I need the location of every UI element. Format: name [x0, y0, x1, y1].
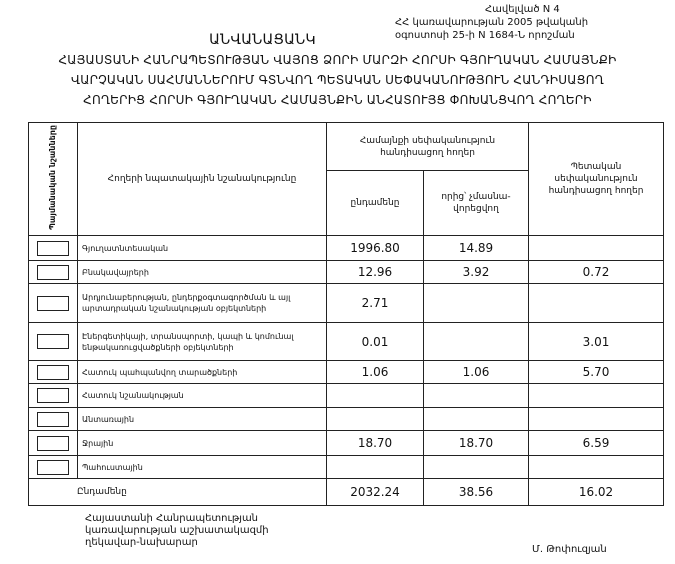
header-state: Պետական սեփականություն հանդիսացող հողեր	[528, 122, 664, 236]
summary-total: 2032.24	[326, 478, 424, 506]
annex-note: Հավելված N 4 ՀՀ կառավարության 2005 թվակա…	[395, 3, 665, 42]
row-label: Ջրային	[77, 430, 327, 456]
cell-total	[326, 455, 424, 479]
cell-non-privatized: 14.89	[423, 235, 529, 261]
summary-state: 16.02	[528, 478, 664, 506]
table-row: Էներգետիկայի, տրանսպորտի, կապի և կոմունա…	[28, 322, 664, 361]
cell-non-privatized: 1.06	[423, 360, 529, 384]
cell-non-privatized	[423, 283, 529, 323]
title-line: ՀԱՅԱՍՏԱՆԻ ՀԱՆՐԱՊԵՏՈՒԹՅԱՆ ՎԱՅՈՑ ՁՈՐԻ ՄԱՐԶ…	[58, 53, 617, 67]
cell-total: 1.06	[326, 360, 424, 384]
cell-state	[528, 455, 664, 479]
document-title: ԱՆՎԱՆԱՑԱՆԿ	[209, 32, 316, 48]
cell-state	[528, 283, 664, 323]
cell-state	[528, 235, 664, 261]
row-label: Անտառային	[77, 407, 327, 431]
legend-symbol-box	[37, 264, 69, 280]
symbol-cell	[28, 322, 78, 361]
table-row: Հատուկ նշանակության	[28, 383, 664, 408]
cell-state	[528, 383, 664, 408]
title-line: ՀՈՂԵՐԻՑ ՀՈՐՍԻ ԳՅՈՒՂԱԿԱՆ ՀԱՄԱՅՆՔԻՆ ԱՆՀԱՏՈ…	[83, 93, 592, 107]
title-line: ՎԱՐՉԱԿԱՆ ՍԱՀՄԱՆՆԵՐՈՒՄ ԳՏՆՎՈՂ ՊԵՏԱԿԱՆ ՍԵՓ…	[70, 73, 605, 87]
legend-symbol-box	[37, 411, 69, 427]
table-row: Գյուղատնտեսական 1996.80 14.89	[28, 235, 664, 261]
summary-label: Ընդամենը	[28, 478, 327, 506]
symbol-cell	[28, 383, 78, 408]
symbol-cell	[28, 360, 78, 384]
row-label: Պահուստային	[77, 455, 327, 479]
land-table: Պայմանական նշանները Հողերի նպատակային նշ…	[28, 122, 664, 506]
cell-state: 0.72	[528, 260, 664, 284]
cell-total: 1996.80	[326, 235, 424, 261]
symbol-cell	[28, 235, 78, 261]
cell-state	[528, 407, 664, 431]
signatory-title-line: կառավարության աշխատակազմի	[85, 525, 269, 536]
legend-symbol-box	[37, 364, 69, 380]
cell-non-privatized	[423, 455, 529, 479]
cell-total: 0.01	[326, 322, 424, 361]
row-label: Բնակավայրերի	[77, 260, 327, 284]
cell-state: 5.70	[528, 360, 664, 384]
cell-non-privatized: 3.92	[423, 260, 529, 284]
cell-non-privatized	[423, 383, 529, 408]
table-row: Բնակավայրերի 12.96 3.92 0.72	[28, 260, 664, 284]
summary-non-privatized: 38.56	[423, 478, 529, 506]
header-total: ընդամենը	[326, 170, 424, 236]
legend-symbol-box	[37, 334, 69, 349]
table-row: Անտառային	[28, 407, 664, 431]
legend-symbol-box	[37, 435, 69, 451]
header-non-privatized: որից՝ չմասնա-վորեցվող	[423, 170, 529, 236]
annex-line: ՀՀ կառավարության 2005 թվականի	[395, 17, 589, 28]
signatory-name: Մ. Թոփուզյան	[532, 544, 607, 555]
row-label: Հատուկ նշանակության	[77, 383, 327, 408]
row-label: Հատուկ պահպանվող տարածքների	[77, 360, 327, 384]
annex-number: Հավելված N 4	[485, 4, 560, 15]
signatory-title-line: ղեկավար-նախարար	[85, 537, 198, 548]
cell-non-privatized	[423, 322, 529, 361]
cell-non-privatized: 18.70	[423, 430, 529, 456]
row-label: Էներգետիկայի, տրանսպորտի, կապի և կոմունա…	[77, 322, 327, 361]
table-row: Պահուստային	[28, 455, 664, 479]
cell-state: 3.01	[528, 322, 664, 361]
cell-non-privatized	[423, 407, 529, 431]
cell-total: 12.96	[326, 260, 424, 284]
header-symbols: Պայմանական նշանները	[28, 122, 78, 236]
legend-symbol-box	[37, 240, 69, 256]
signatory-title-line: Հայաստանի Հանրապետության	[85, 513, 259, 524]
row-label: Արդյունաբերության, ընդերքօգտագործման և ա…	[77, 283, 327, 323]
cell-total: 18.70	[326, 430, 424, 456]
table-row: Արդյունաբերության, ընդերքօգտագործման և ա…	[28, 283, 664, 323]
cell-total: 2.71	[326, 283, 424, 323]
header-community: Համայնքի սեփականություն հանդիսացող հողեր	[326, 122, 529, 171]
summary-row: Ընդամենը 2032.24 38.56 16.02	[28, 478, 664, 506]
symbol-cell	[28, 407, 78, 431]
symbol-cell	[28, 430, 78, 456]
table-row: Ջրային 18.70 18.70 6.59	[28, 430, 664, 456]
table-row: Հատուկ պահպանվող տարածքների 1.06 1.06 5.…	[28, 360, 664, 384]
annex-line: օգոստոսի 25-ի N 1684-Ն որոշման	[395, 30, 575, 41]
header-purpose: Հողերի նպատակային նշանակությունը	[77, 122, 327, 236]
symbol-cell	[28, 260, 78, 284]
cell-state: 6.59	[528, 430, 664, 456]
cell-total	[326, 383, 424, 408]
legend-symbol-box	[37, 388, 69, 403]
row-label: Գյուղատնտեսական	[77, 235, 327, 261]
symbol-cell	[28, 455, 78, 479]
symbol-cell	[28, 283, 78, 323]
signatory-title: Հայաստանի Հանրապետության կառավարության ա…	[85, 513, 269, 549]
cell-total	[326, 407, 424, 431]
legend-symbol-box	[37, 295, 69, 311]
legend-symbol-box	[37, 459, 69, 475]
